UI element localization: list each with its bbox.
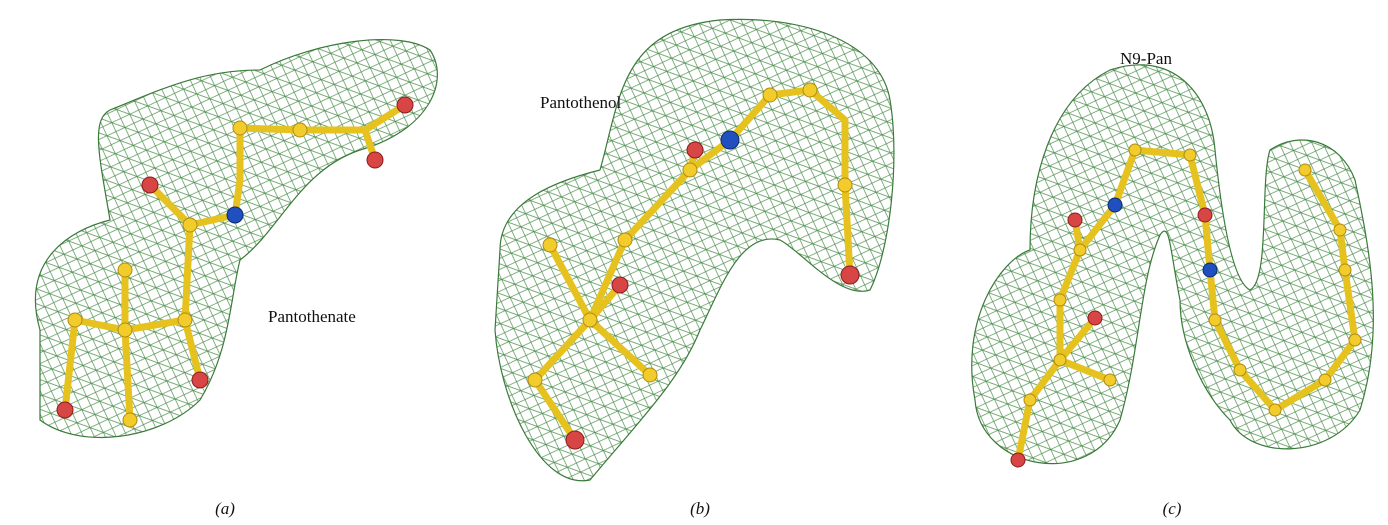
molecule-label: Pantothenate	[268, 307, 356, 326]
panel-caption: (b)	[690, 499, 710, 518]
figure: Pantothenate (a) Pantothenol (b)	[0, 0, 1388, 525]
molecule-label: N9-Pan	[1120, 49, 1172, 68]
panel-b: Pantothenol (b)	[495, 19, 894, 518]
molecule-label: Pantothenol	[540, 93, 621, 112]
panel-c: N9-Pan (c)	[972, 49, 1374, 518]
panel-caption: (a)	[215, 499, 235, 518]
density-mesh	[35, 40, 437, 438]
panel-a: Pantothenate (a)	[35, 40, 437, 518]
panel-caption: (c)	[1163, 499, 1182, 518]
